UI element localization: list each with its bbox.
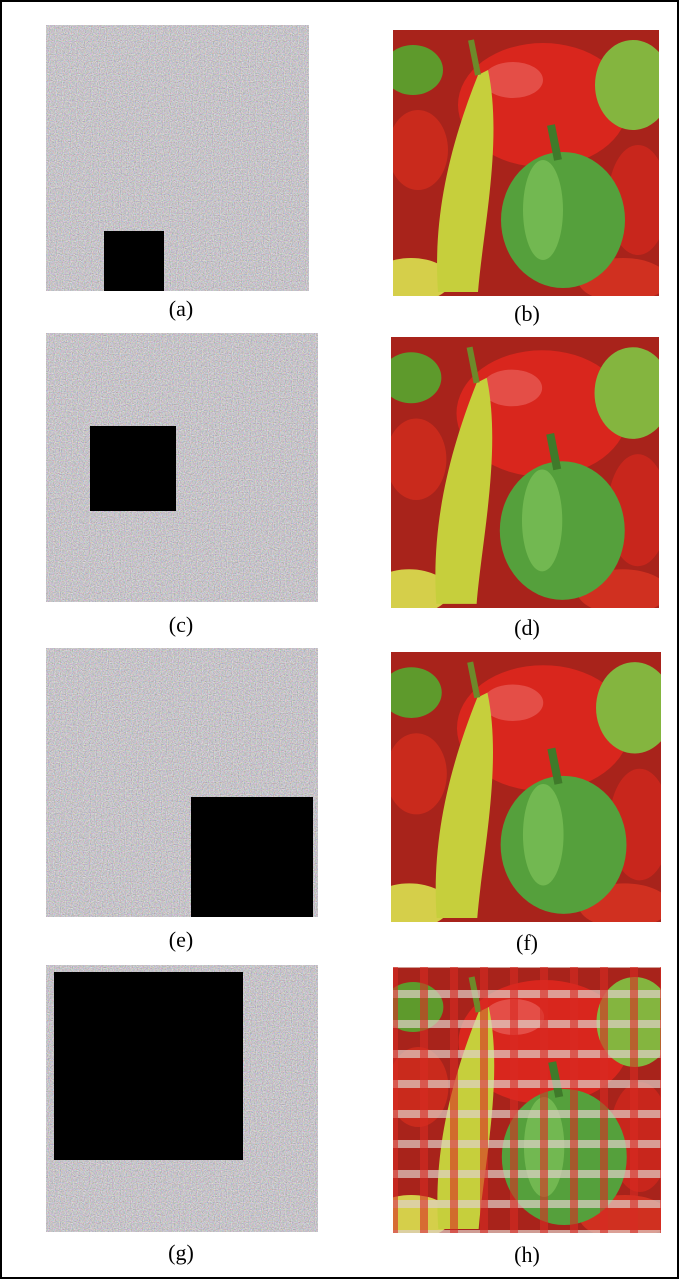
cropped-region	[54, 972, 243, 1160]
panel-label: (e)	[169, 927, 193, 952]
cropped-region	[191, 797, 313, 917]
panel-label: (d)	[514, 615, 540, 640]
noise-overlay	[393, 967, 661, 1233]
panel-label: (b)	[514, 301, 540, 326]
panel-label: (g)	[168, 1240, 194, 1265]
decrypted-image	[369, 337, 671, 614]
cropped-region	[90, 426, 176, 511]
decrypted-image	[369, 652, 674, 928]
panel-label: (h)	[514, 1242, 540, 1267]
cropped-region	[104, 231, 164, 291]
scrambled-image	[46, 25, 309, 291]
panel-label: (f)	[516, 930, 538, 955]
panel-label: (a)	[169, 296, 193, 321]
scrambled-image	[46, 333, 318, 602]
panel-label: (c)	[169, 612, 193, 637]
decrypted-image	[371, 30, 671, 302]
